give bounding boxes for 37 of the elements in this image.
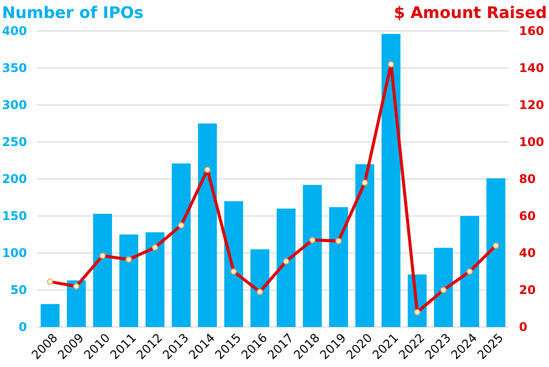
bar — [40, 304, 60, 327]
bar — [355, 164, 374, 327]
y2-tick-label: 100 — [519, 134, 544, 149]
bar — [224, 201, 244, 327]
bar — [93, 214, 112, 327]
y-tick-label: 250 — [2, 134, 27, 149]
y-tick-label: 350 — [2, 60, 27, 75]
y2-tick-label: 0 — [519, 320, 528, 334]
bar — [486, 178, 506, 327]
y2-tick-label: 60 — [519, 208, 536, 223]
y2-tick-label: 140 — [519, 60, 544, 75]
y-tick-label: 0 — [18, 320, 27, 334]
bar — [146, 232, 164, 327]
y-tick-label: 100 — [2, 246, 27, 260]
y2-tick-label: 20 — [519, 282, 536, 297]
y-tick-label: 150 — [2, 208, 27, 223]
bar — [460, 216, 480, 327]
bar — [119, 234, 138, 327]
bar — [198, 124, 217, 327]
y-tick-label: 400 — [2, 24, 27, 38]
y2-tick-label: 40 — [519, 246, 536, 260]
bar — [276, 208, 296, 327]
bar — [302, 184, 322, 327]
bar — [382, 34, 400, 327]
y2-tick-label: 160 — [519, 24, 544, 38]
y-tick-label: 300 — [2, 98, 27, 112]
y-axis-title: Number of IPOs — [2, 3, 144, 22]
bar — [172, 163, 191, 327]
bar — [434, 248, 453, 327]
bar — [250, 249, 270, 327]
y2-tick-label: 80 — [519, 172, 536, 186]
y-tick-label: 50 — [10, 282, 27, 297]
bar — [66, 280, 86, 327]
bar — [329, 207, 348, 327]
y-tick-label: 200 — [2, 172, 27, 186]
y2-tick-label: 120 — [519, 98, 544, 112]
y2-axis-title: $ Amount Raised — [394, 3, 547, 22]
